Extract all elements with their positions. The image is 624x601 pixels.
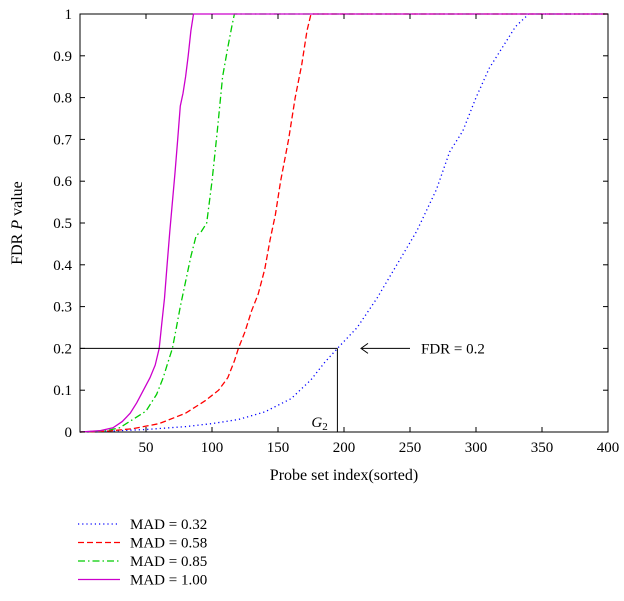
legend-label-3: MAD = 0.85 (130, 554, 207, 570)
annotation-layer: FDR = 0.2 G2 (80, 341, 485, 433)
annotation-arrowhead (360, 342, 369, 354)
y-tick-label: 1 (65, 7, 73, 23)
ticks-layer: 50 100 150 200 250 300 350 400 0 0.1 0.2 0.3 0.4 0.5 0… (53, 7, 619, 456)
g2-label-letter: G (311, 415, 322, 431)
y-tick-label: 0.3 (53, 300, 72, 316)
series-line-3 (79, 13, 608, 433)
y-tick-label: 0.9 (53, 49, 72, 65)
legend-label-2: MAD = 0.58 (130, 536, 207, 552)
y-tick-label: 0.7 (53, 132, 72, 148)
x-tick-label: 100 (201, 440, 224, 456)
legend: MAD = 0.32 MAD = 0.58 MAD = 0.85 MAD = 1.00 (78, 517, 207, 589)
y-axis-title: FDR P value (9, 181, 26, 265)
series-line-1 (79, 13, 608, 433)
legend-label-1: MAD = 0.32 (130, 517, 207, 533)
x-tick-label: 300 (465, 440, 488, 456)
y-tick-label: 0.4 (53, 258, 72, 274)
x-tick-label: 50 (139, 440, 154, 456)
y-tick-label: 0.5 (53, 216, 72, 232)
x-tick-label: 200 (333, 440, 356, 456)
g2-label: G2 (311, 415, 327, 433)
y-tick-label: 0 (65, 425, 73, 441)
y-tick-label: 0.6 (53, 174, 72, 190)
series-layer (79, 13, 608, 433)
annotation-label: FDR = 0.2 (421, 341, 485, 357)
y-tick-label: 0.2 (53, 341, 72, 357)
series-line-4 (79, 13, 608, 433)
x-tick-label: 150 (267, 440, 290, 456)
x-tick-label: 350 (531, 440, 554, 456)
y-axis-title-italic: P (9, 220, 26, 231)
y-tick-label: 0.1 (53, 383, 72, 399)
y-axis-title-tail: value (9, 181, 26, 220)
legend-label-4: MAD = 1.00 (130, 573, 207, 589)
y-tick-label: 0.8 (53, 91, 72, 107)
x-tick-label: 250 (399, 440, 422, 456)
y-axis-title-main: FDR (9, 230, 26, 265)
x-tick-label: 400 (597, 440, 620, 456)
x-axis-title: Probe set index(sorted) (270, 467, 418, 484)
g2-label-subscript: 2 (322, 421, 328, 433)
series-line-2 (79, 13, 608, 433)
